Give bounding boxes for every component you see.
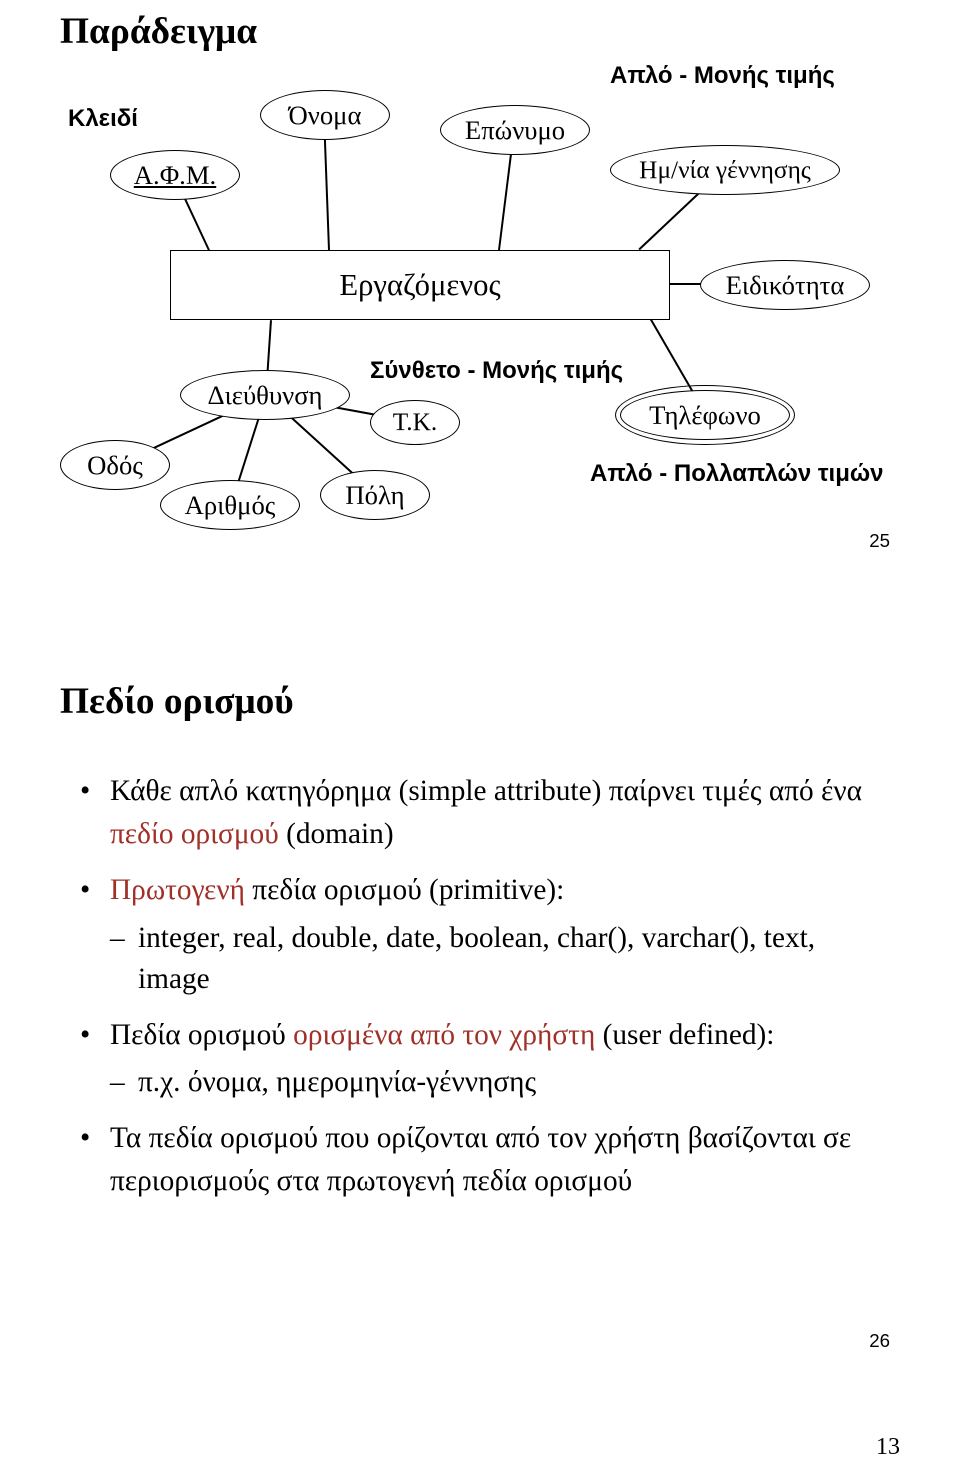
attr-afm-label: Α.Φ.Μ. — [134, 160, 216, 191]
sub-item: π.χ. όνομα, ημερομηνία-γέννησης — [110, 1062, 880, 1103]
attr-address-label: Διεύθυνση — [207, 380, 322, 411]
attr-tk: Τ.Κ. — [370, 400, 460, 445]
bullet-text: Κάθε απλό κατηγόρημα (simple attribute) … — [110, 775, 862, 850]
attr-birthdate: Ημ/νία γέννησης — [610, 145, 840, 195]
annot-key: Κλειδί — [68, 105, 138, 133]
attr-number-label: Αριθμός — [185, 490, 276, 521]
accent-text: πεδίο ορισμού — [110, 818, 279, 850]
section1-title: Παράδειγμα — [60, 10, 257, 53]
accent-text: Πρωτογενή — [110, 874, 245, 906]
bullet-item: Πεδία ορισμού ορισμένα από τον χρήστη (u… — [80, 1014, 880, 1104]
bullet-text: Πρωτογενή πεδία ορισμού (primitive): — [110, 874, 564, 906]
pagenum-bottom: 13 — [876, 1434, 900, 1461]
entity-label: Εργαζόμενος — [339, 268, 500, 303]
section2-body: Κάθε απλό κατηγόρημα (simple attribute) … — [80, 770, 880, 1216]
bullet-item: Τα πεδία ορισμού που ορίζονται από τον χ… — [80, 1117, 880, 1202]
attr-name: Όνομα — [260, 90, 390, 140]
attr-city-label: Πόλη — [345, 480, 404, 511]
sub-item: integer, real, double, date, boolean, ch… — [110, 918, 880, 1000]
attr-city: Πόλη — [320, 470, 430, 520]
bullet-item: Πρωτογενή πεδία ορισμού (primitive): inte… — [80, 869, 880, 1000]
section2-title: Πεδίο ορισμού — [60, 680, 294, 723]
annot-composite-single: Σύνθετο - Μονής τιμής — [370, 357, 623, 385]
page: Παράδειγμα Κλειδί Απλό - Μονής τιμής Σύν… — [0, 0, 960, 1481]
attr-phone-label: Τηλέφωνο — [649, 400, 761, 431]
annot-simple-single: Απλό - Μονής τιμής — [610, 62, 835, 90]
pagenum-26: 26 — [869, 1330, 890, 1352]
annot-simple-multi: Απλό - Πολλαπλών τιμών — [590, 460, 884, 488]
attr-specialty-label: Ειδικότητα — [726, 270, 845, 301]
attr-address: Διεύθυνση — [180, 370, 350, 420]
bullet-text: Πεδία ορισμού ορισμένα από τον χρήστη (u… — [110, 1019, 774, 1051]
bullet-text: Τα πεδία ορισμού που ορίζονται από τον χ… — [110, 1122, 851, 1197]
attr-number: Αριθμός — [160, 480, 300, 530]
attr-surname-label: Επώνυμο — [465, 115, 565, 146]
attr-street-label: Οδός — [87, 450, 143, 481]
bullet-item: Κάθε απλό κατηγόρημα (simple attribute) … — [80, 770, 880, 855]
attr-name-label: Όνομα — [289, 100, 362, 131]
attr-street: Οδός — [60, 440, 170, 490]
attr-afm: Α.Φ.Μ. — [110, 150, 240, 200]
attr-surname: Επώνυμο — [440, 105, 590, 155]
entity-rect: Εργαζόμενος — [170, 250, 670, 320]
attr-phone: Τηλέφωνο — [620, 390, 790, 440]
attr-tk-label: Τ.Κ. — [393, 408, 438, 437]
attr-birthdate-label: Ημ/νία γέννησης — [639, 156, 811, 185]
attr-specialty: Ειδικότητα — [700, 260, 870, 310]
accent-text: ορισμένα από τον χρήστη — [293, 1019, 595, 1051]
pagenum-25: 25 — [869, 530, 890, 552]
